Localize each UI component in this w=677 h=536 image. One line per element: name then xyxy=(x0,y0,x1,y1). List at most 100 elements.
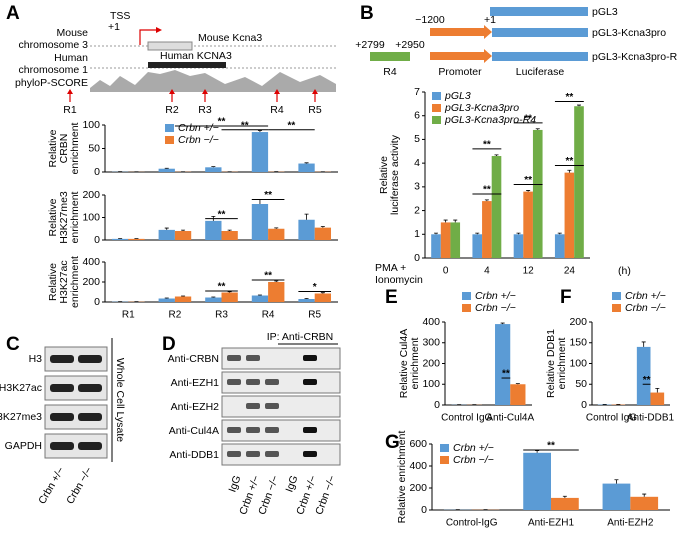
y-tick-label: 7 xyxy=(414,86,420,98)
band xyxy=(303,451,317,457)
bar xyxy=(221,231,238,240)
x-tick-label: Anti-Cul4A xyxy=(486,413,534,424)
x-tick-label: R2 xyxy=(169,310,182,321)
blot-row-label: Anti-EZH2 xyxy=(171,401,220,413)
y-tick-label: 0 xyxy=(94,296,100,308)
part-label: Promoter xyxy=(438,66,482,78)
y-tick-label: 50 xyxy=(575,378,587,390)
y-tick-label: 3 xyxy=(414,181,420,193)
bar xyxy=(523,452,551,510)
bar xyxy=(523,191,533,258)
position-label: +1 xyxy=(484,14,496,26)
bar xyxy=(158,168,175,172)
gene-box xyxy=(148,62,226,68)
panel-letter: D xyxy=(162,334,176,355)
y-axis-label: Relative xyxy=(47,129,59,167)
region-label: R2 xyxy=(165,104,179,116)
y-axis-label: enrichment xyxy=(69,256,81,308)
gene-diagram: TSS +1 Mouse chromosome 3 Mouse Kcna3 Hu… xyxy=(15,10,336,92)
legend-swatch xyxy=(440,444,449,452)
bar xyxy=(564,172,575,258)
species-label: Human xyxy=(54,52,88,64)
error-bar xyxy=(227,229,232,231)
luciferase-box xyxy=(490,7,588,16)
significance-label: ** xyxy=(483,140,491,151)
error-bar xyxy=(475,232,480,235)
band xyxy=(227,451,241,457)
x-axis-label: PMA + xyxy=(375,262,406,274)
error-bar xyxy=(516,232,521,235)
y-axis-label: H3K27ac xyxy=(58,260,70,303)
x-tick-label: R3 xyxy=(215,310,228,321)
error-bar xyxy=(320,226,325,228)
panel-letter: G xyxy=(385,432,400,453)
y-tick-label: 2 xyxy=(414,204,420,216)
x-tick-label: Control-IgG xyxy=(446,518,498,529)
species-label: Mouse xyxy=(56,27,88,39)
band xyxy=(303,427,317,433)
error-bar xyxy=(257,199,262,204)
bar xyxy=(158,229,175,240)
region-arrowhead xyxy=(202,89,208,94)
band xyxy=(50,413,74,421)
position-label: +2950 xyxy=(395,39,425,51)
luciferase-box xyxy=(492,52,588,61)
error-bar xyxy=(494,154,499,157)
bar xyxy=(251,132,269,172)
error-bar xyxy=(434,232,438,235)
error-bar xyxy=(304,162,309,164)
legend-label: Crbn −/− xyxy=(453,454,494,466)
band xyxy=(227,379,241,385)
error-bar xyxy=(567,169,572,173)
x-tick-label: Anti-EZH2 xyxy=(607,518,654,529)
x-tick-label: R4 xyxy=(262,310,275,321)
blot-row-label: H3K27ac xyxy=(0,382,42,394)
legend-swatch xyxy=(432,92,441,100)
y-tick-label: 0 xyxy=(94,234,100,246)
error-bar xyxy=(257,130,262,133)
bar xyxy=(158,298,175,302)
error-bar xyxy=(515,383,520,385)
region-label: R5 xyxy=(308,104,322,116)
tss-label: TSS xyxy=(110,10,130,22)
significance-label: ** xyxy=(565,156,573,167)
band xyxy=(246,355,260,361)
y-tick-label: 200 xyxy=(422,357,440,369)
y-tick-label: 1 xyxy=(414,228,420,240)
promoter-arrow xyxy=(430,49,492,63)
lane-label: IgG xyxy=(283,474,300,494)
region-label: R3 xyxy=(198,104,212,116)
r4-box xyxy=(370,52,410,61)
band xyxy=(50,355,74,363)
blot-box xyxy=(221,443,341,466)
significance-label: ** xyxy=(264,271,272,282)
error-bar xyxy=(535,128,540,130)
y-tick-label: 50 xyxy=(88,142,100,154)
legend-swatch xyxy=(432,116,441,124)
band xyxy=(227,427,241,433)
error-bar xyxy=(443,219,448,223)
x-tick-label: R1 xyxy=(122,310,135,321)
bar xyxy=(205,167,222,172)
band xyxy=(246,403,260,409)
bar xyxy=(630,496,659,510)
significance-label: ** xyxy=(643,375,651,386)
bar xyxy=(513,234,524,258)
band xyxy=(78,355,102,363)
error-bar xyxy=(641,341,646,347)
significance-label: ** xyxy=(218,282,226,293)
legend-label: Crbn +/− xyxy=(625,290,666,302)
legend-swatch xyxy=(165,124,174,132)
error-bar xyxy=(655,388,660,393)
y-tick-label: 100 xyxy=(82,119,100,131)
bar xyxy=(431,234,441,258)
bar xyxy=(650,392,665,405)
error-bar xyxy=(453,219,458,223)
legend-label: Crbn +/− xyxy=(475,290,516,302)
y-tick-label: 400 xyxy=(82,256,100,268)
chart: 0 100 200 Relative H3K27me3 enrichment ** ** xyxy=(47,189,338,246)
panel-letter: C xyxy=(6,334,20,355)
band xyxy=(78,442,102,450)
